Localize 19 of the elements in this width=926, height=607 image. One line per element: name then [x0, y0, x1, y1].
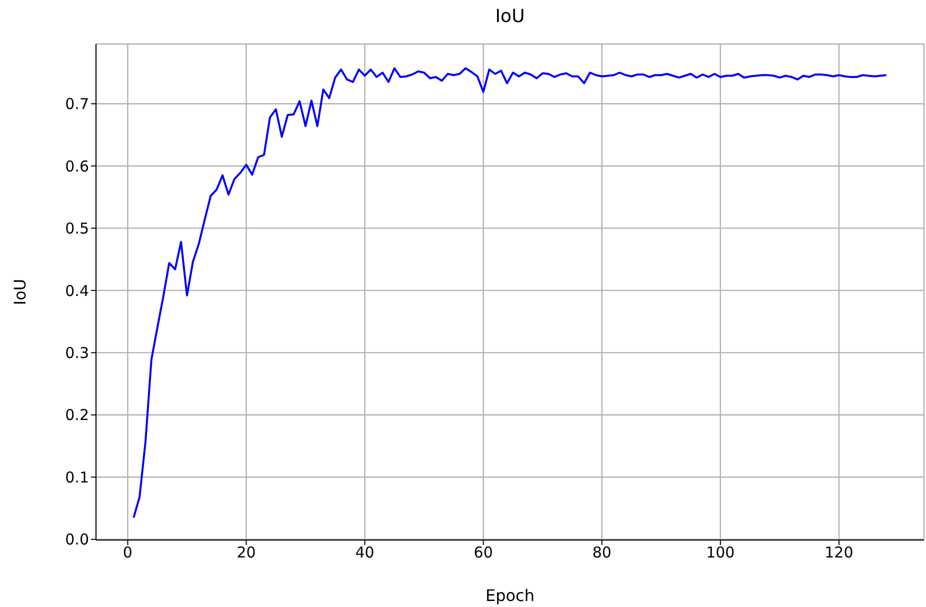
- y-axis-title: IoU: [10, 278, 30, 306]
- x-tick-label: 80: [592, 544, 612, 562]
- x-tick-label: 120: [824, 544, 854, 562]
- x-tick-label: 100: [706, 544, 735, 562]
- line-series: [132, 67, 888, 519]
- x-axis-title: Epoch: [486, 586, 534, 605]
- x-tick-label: 40: [355, 544, 374, 562]
- chart-title: IoU: [494, 6, 526, 27]
- y-tick-label: 0.0: [65, 530, 89, 549]
- x-tick-label: 0: [122, 544, 132, 562]
- y-tick-label: 0.2: [65, 406, 89, 424]
- y-tick-label: 0.6: [65, 157, 89, 176]
- y-tick-label: 0.1: [65, 468, 89, 486]
- y-tick-label: 0.3: [65, 344, 89, 362]
- y-tick-label: 0.5: [65, 220, 89, 238]
- x-tick-label: 20: [236, 544, 256, 562]
- x-tick-label: 60: [474, 544, 493, 562]
- y-tick-label: 0.4: [65, 282, 89, 300]
- y-tick-label: 0.7: [65, 95, 89, 114]
